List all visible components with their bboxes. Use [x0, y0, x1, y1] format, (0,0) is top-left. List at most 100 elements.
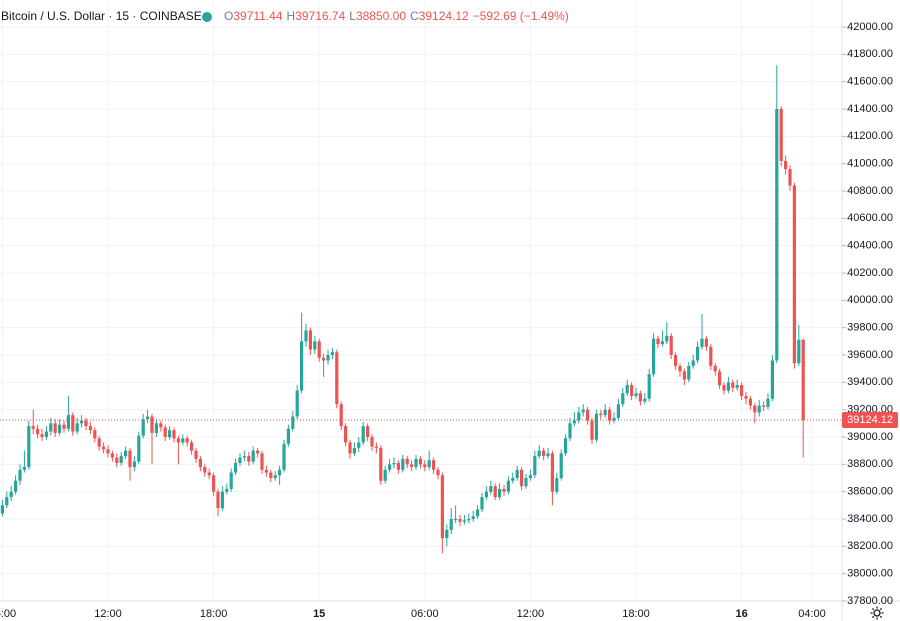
candle-body [58, 424, 62, 433]
candle-body [621, 393, 625, 405]
candle-body [484, 491, 488, 498]
y-tick-label: 39600.00 [847, 349, 893, 361]
candle-body [713, 365, 717, 372]
candle-body [687, 365, 691, 380]
x-tick-label: 12:00 [94, 608, 122, 620]
candle-body [418, 458, 422, 465]
y-tick-label: 40200.00 [847, 267, 893, 279]
candle-body [229, 472, 233, 489]
candle-body [401, 458, 405, 470]
candle-body [445, 529, 449, 539]
candle-body [489, 486, 493, 492]
candle-body [511, 478, 515, 481]
candle-body [572, 420, 576, 424]
candle-body [792, 185, 796, 364]
candle-body [44, 431, 48, 437]
candle-body [524, 478, 528, 487]
candle-body [608, 409, 612, 421]
candle-body [66, 415, 70, 429]
candle-body [696, 346, 700, 361]
candle-body [308, 330, 312, 350]
candle-body [449, 519, 453, 530]
candle-body [537, 450, 541, 457]
candle-body [18, 469, 22, 481]
candle-body [361, 426, 365, 443]
y-tick-label: 37800.00 [847, 595, 893, 607]
candle-body [22, 467, 26, 470]
candle-body [405, 458, 409, 465]
candles [0, 65, 842, 554]
candle-body [379, 447, 383, 481]
y-tick-label: 41600.00 [847, 76, 893, 88]
candle-body [84, 420, 88, 427]
y-tick-label: 39400.00 [847, 376, 893, 388]
y-tick-label: 40000.00 [847, 294, 893, 306]
candle-body [286, 428, 290, 444]
candle-body [775, 109, 779, 361]
candle-body [458, 519, 462, 522]
candle-body [427, 460, 431, 468]
candle-body [564, 438, 568, 454]
y-tick-label: 38600.00 [847, 486, 893, 498]
x-tick-label: 06:00 [411, 608, 439, 620]
x-tick-label: 18:00 [200, 608, 228, 620]
symbol-title: Bitcoin / U.S. Dollar · 15 · COINBASE [1, 9, 202, 23]
ohlc-label: C [410, 9, 419, 23]
candle-body [542, 450, 546, 457]
candle-body [9, 491, 13, 498]
candle-body [691, 360, 695, 366]
candle-body [370, 437, 374, 447]
candle-body [722, 385, 726, 391]
candle-body [150, 416, 154, 433]
candle-body [14, 480, 18, 492]
candle-body [339, 404, 343, 427]
candle-body [652, 338, 656, 375]
y-tick-label: 38800.00 [847, 458, 893, 470]
candle-body [128, 450, 132, 468]
candle-body [797, 339, 801, 364]
x-tick-label: 18:00 [622, 608, 650, 620]
x-tick-label: 06:00 [0, 608, 16, 620]
candle-body [682, 371, 686, 380]
candle-body [212, 475, 216, 492]
candle-body [348, 442, 352, 454]
candle-body [726, 382, 730, 391]
candle-body [731, 382, 735, 388]
x-tick-label: 04:00 [798, 608, 826, 620]
candle-body [625, 385, 629, 394]
candle-body [718, 371, 722, 386]
candle-body [176, 438, 180, 443]
candle-body [788, 169, 792, 186]
settings-icon[interactable] [870, 606, 884, 620]
candle-body [744, 396, 748, 399]
candle-body [656, 338, 660, 345]
candle-body [31, 426, 35, 429]
y-tick-label: 41400.00 [847, 103, 893, 115]
candle-body [207, 472, 211, 476]
candle-body [80, 420, 84, 424]
candle-body [220, 491, 224, 509]
candle-body [326, 355, 330, 361]
grid [0, 0, 842, 602]
candle-body [132, 461, 136, 468]
candle-body [586, 409, 590, 421]
candle-body [304, 330, 308, 342]
y-tick-label: 40400.00 [847, 240, 893, 252]
candle-body [75, 423, 79, 432]
y-tick-label: 40800.00 [847, 185, 893, 197]
candle-body [163, 427, 167, 437]
candle-body [766, 398, 770, 407]
candle-body [291, 416, 295, 429]
candle-body [462, 520, 466, 522]
candle-body [753, 405, 757, 413]
candle-body [665, 335, 669, 342]
candle-body [546, 453, 550, 457]
candle-body [102, 446, 106, 450]
candle-body [660, 341, 664, 345]
candle-body [141, 419, 145, 436]
candle-body [616, 404, 620, 418]
candle-body [317, 341, 321, 358]
candle-body [704, 338, 708, 347]
y-tick-label: 42000.00 [847, 21, 893, 33]
